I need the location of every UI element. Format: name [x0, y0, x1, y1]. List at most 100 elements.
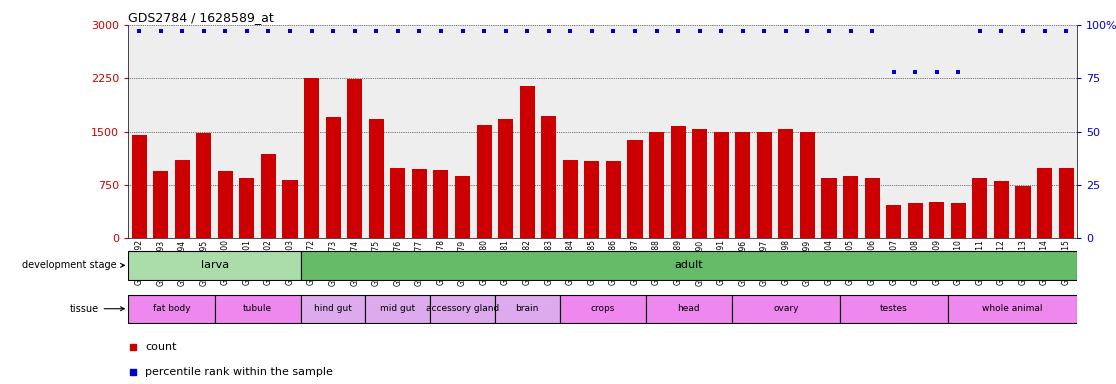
- Bar: [477, 125, 492, 238]
- Bar: [757, 131, 772, 238]
- Point: [950, 69, 968, 75]
- Point: [346, 28, 364, 35]
- Bar: [214, 295, 301, 323]
- Bar: [326, 118, 340, 238]
- Point: [734, 28, 752, 35]
- Bar: [430, 295, 494, 323]
- Bar: [196, 133, 211, 238]
- Point: [1014, 28, 1032, 35]
- Bar: [585, 161, 599, 238]
- Point: [540, 28, 558, 35]
- Bar: [455, 176, 470, 238]
- Bar: [301, 251, 1077, 280]
- Point: [325, 28, 343, 35]
- Bar: [366, 295, 430, 323]
- Point: [992, 28, 1010, 35]
- Text: GDS2784 / 1628589_at: GDS2784 / 1628589_at: [128, 11, 275, 24]
- Point: [238, 28, 256, 35]
- Bar: [541, 116, 556, 238]
- Text: adult: adult: [674, 260, 703, 270]
- Bar: [304, 78, 319, 238]
- Point: [756, 28, 773, 35]
- Bar: [498, 119, 513, 238]
- Bar: [218, 170, 233, 238]
- Bar: [951, 203, 966, 238]
- Bar: [907, 203, 923, 238]
- Bar: [175, 160, 190, 238]
- Point: [152, 28, 170, 35]
- Point: [281, 28, 299, 35]
- Bar: [562, 160, 578, 238]
- Point: [561, 28, 579, 35]
- Text: tubule: tubule: [243, 304, 272, 313]
- Bar: [433, 170, 449, 238]
- Point: [411, 28, 429, 35]
- Bar: [520, 86, 535, 238]
- Point: [388, 28, 406, 35]
- Point: [927, 69, 945, 75]
- Bar: [282, 180, 298, 238]
- Point: [173, 28, 191, 35]
- Bar: [128, 251, 301, 280]
- Bar: [153, 170, 169, 238]
- Point: [971, 28, 989, 35]
- Bar: [559, 295, 646, 323]
- Point: [518, 28, 536, 35]
- Bar: [646, 295, 732, 323]
- Bar: [865, 179, 879, 238]
- Point: [497, 28, 514, 35]
- Bar: [800, 132, 815, 238]
- Point: [841, 28, 859, 35]
- Point: [367, 28, 385, 35]
- Point: [131, 28, 148, 35]
- Bar: [1016, 185, 1030, 238]
- Bar: [128, 295, 214, 323]
- Text: mid gut: mid gut: [381, 304, 415, 313]
- Point: [885, 69, 903, 75]
- Point: [302, 28, 320, 35]
- Point: [906, 69, 924, 75]
- Bar: [713, 132, 729, 238]
- Bar: [821, 179, 837, 238]
- Bar: [650, 132, 664, 238]
- Text: testes: testes: [879, 304, 907, 313]
- Bar: [671, 126, 685, 238]
- Text: count: count: [145, 341, 177, 352]
- Text: development stage: development stage: [22, 260, 124, 270]
- Point: [583, 28, 600, 35]
- Bar: [368, 119, 384, 238]
- Text: percentile rank within the sample: percentile rank within the sample: [145, 366, 334, 377]
- Bar: [886, 205, 902, 238]
- Bar: [347, 79, 363, 238]
- Point: [453, 28, 471, 35]
- Bar: [692, 129, 708, 238]
- Point: [777, 28, 795, 35]
- Text: tissue: tissue: [69, 304, 124, 314]
- Text: brain: brain: [516, 304, 539, 313]
- Bar: [627, 140, 643, 238]
- Bar: [391, 169, 405, 238]
- Bar: [261, 154, 276, 238]
- Point: [670, 28, 687, 35]
- Point: [863, 28, 881, 35]
- Text: whole animal: whole animal: [982, 304, 1042, 313]
- Bar: [301, 295, 366, 323]
- Bar: [930, 202, 944, 238]
- Point: [260, 28, 278, 35]
- Point: [1057, 28, 1075, 35]
- Bar: [1037, 168, 1052, 238]
- Bar: [994, 181, 1009, 238]
- Text: crops: crops: [590, 304, 615, 313]
- Point: [712, 28, 730, 35]
- Bar: [732, 295, 839, 323]
- Bar: [606, 161, 620, 238]
- Point: [626, 28, 644, 35]
- Bar: [239, 178, 254, 238]
- Text: ovary: ovary: [773, 304, 799, 313]
- Point: [1036, 28, 1054, 35]
- Text: larva: larva: [201, 260, 229, 270]
- Bar: [840, 295, 947, 323]
- Bar: [1059, 169, 1074, 238]
- Bar: [412, 169, 427, 238]
- Bar: [494, 295, 559, 323]
